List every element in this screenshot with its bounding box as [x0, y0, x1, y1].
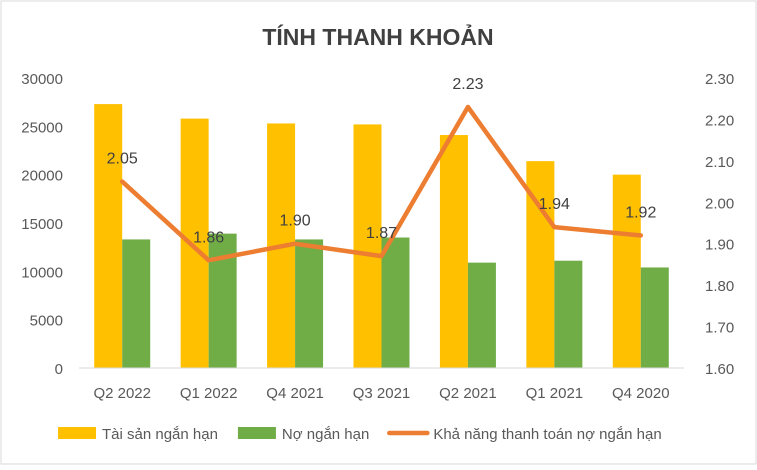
- bar-tai-san-ngan-han: [439, 135, 468, 368]
- line-point: [379, 254, 384, 259]
- left-tick-label: 25000: [21, 119, 63, 136]
- left-axis: 0 5000 10000 15000 20000 25000 30000: [21, 71, 63, 378]
- chart-title: TÍNH THANH KHOẢN: [262, 22, 493, 50]
- data-label: 1.92: [625, 204, 656, 221]
- x-tick-label: Q4 2021: [266, 385, 324, 402]
- left-tick-label: 30000: [21, 71, 63, 88]
- right-tick-label: 2.10: [705, 154, 734, 171]
- bar-marks: [94, 104, 669, 369]
- right-axis: 1.60 1.70 1.80 1.90 2.00 2.10 2.20 2.30: [705, 71, 734, 378]
- right-tick-label: 1.90: [705, 237, 734, 254]
- right-tick-label: 1.70: [705, 320, 734, 337]
- x-tick-label: Q1 2021: [526, 385, 584, 402]
- legend-swatch: [58, 427, 96, 439]
- left-tick-label: 5000: [30, 313, 63, 330]
- x-tick-label: Q2 2022: [93, 385, 151, 402]
- x-tick-label: Q4 2020: [612, 385, 670, 402]
- bar-no-ngan-han: [381, 237, 410, 368]
- right-tick-label: 1.80: [705, 278, 734, 295]
- right-tick-label: 2.30: [705, 71, 734, 88]
- right-tick-label: 2.20: [705, 112, 734, 129]
- left-tick-label: 10000: [21, 264, 63, 281]
- data-label: 1.86: [193, 229, 224, 246]
- legend-swatch: [237, 427, 276, 439]
- line-point: [293, 241, 298, 246]
- line-point: [120, 179, 125, 184]
- left-tick-label: 20000: [21, 168, 63, 185]
- bar-tai-san-ngan-han: [353, 124, 382, 369]
- data-label: 2.05: [107, 151, 138, 168]
- legend-label: Tài sản ngắn hạn: [102, 426, 218, 443]
- x-tick-label: Q1 2022: [180, 385, 238, 402]
- bar-tai-san-ngan-han: [94, 104, 123, 368]
- left-tick-label: 15000: [21, 216, 63, 233]
- right-tick-label: 2.00: [705, 195, 734, 212]
- bar-no-ngan-han: [122, 239, 151, 368]
- right-tick-label: 1.60: [705, 361, 734, 378]
- bar-no-ngan-han: [295, 239, 324, 368]
- data-label: 1.94: [539, 196, 570, 213]
- bar-no-ngan-han: [640, 267, 669, 368]
- bar-no-ngan-han: [554, 260, 583, 368]
- bar-tai-san-ngan-han: [180, 118, 209, 368]
- line-series: 2.05 1.86 1.90 1.87 2.23 1.94 1.92: [107, 76, 656, 263]
- bar-tai-san-ngan-han: [612, 174, 641, 368]
- legend-label: Khả năng thanh toán nợ ngắn hạn: [433, 426, 661, 443]
- legend-label: Nợ ngắn hạn: [282, 426, 369, 443]
- legend: Tài sản ngắn hạn Nợ ngắn hạn Khả năng than…: [58, 426, 662, 443]
- line-point: [465, 105, 470, 109]
- line-point: [552, 225, 557, 230]
- data-label: 1.90: [280, 213, 311, 230]
- x-tick-label: Q2 2021: [439, 385, 497, 402]
- line-point: [638, 233, 643, 238]
- bar-no-ngan-han: [467, 262, 496, 368]
- data-label: 1.87: [366, 225, 397, 242]
- x-axis: Q2 2022 Q1 2022 Q4 2021 Q3 2021 Q2 2021 Q1 20…: [93, 385, 669, 402]
- line-point: [206, 258, 211, 263]
- data-label: 2.23: [452, 76, 483, 93]
- left-tick-label: 0: [55, 361, 63, 378]
- x-tick-label: Q3 2021: [353, 385, 411, 402]
